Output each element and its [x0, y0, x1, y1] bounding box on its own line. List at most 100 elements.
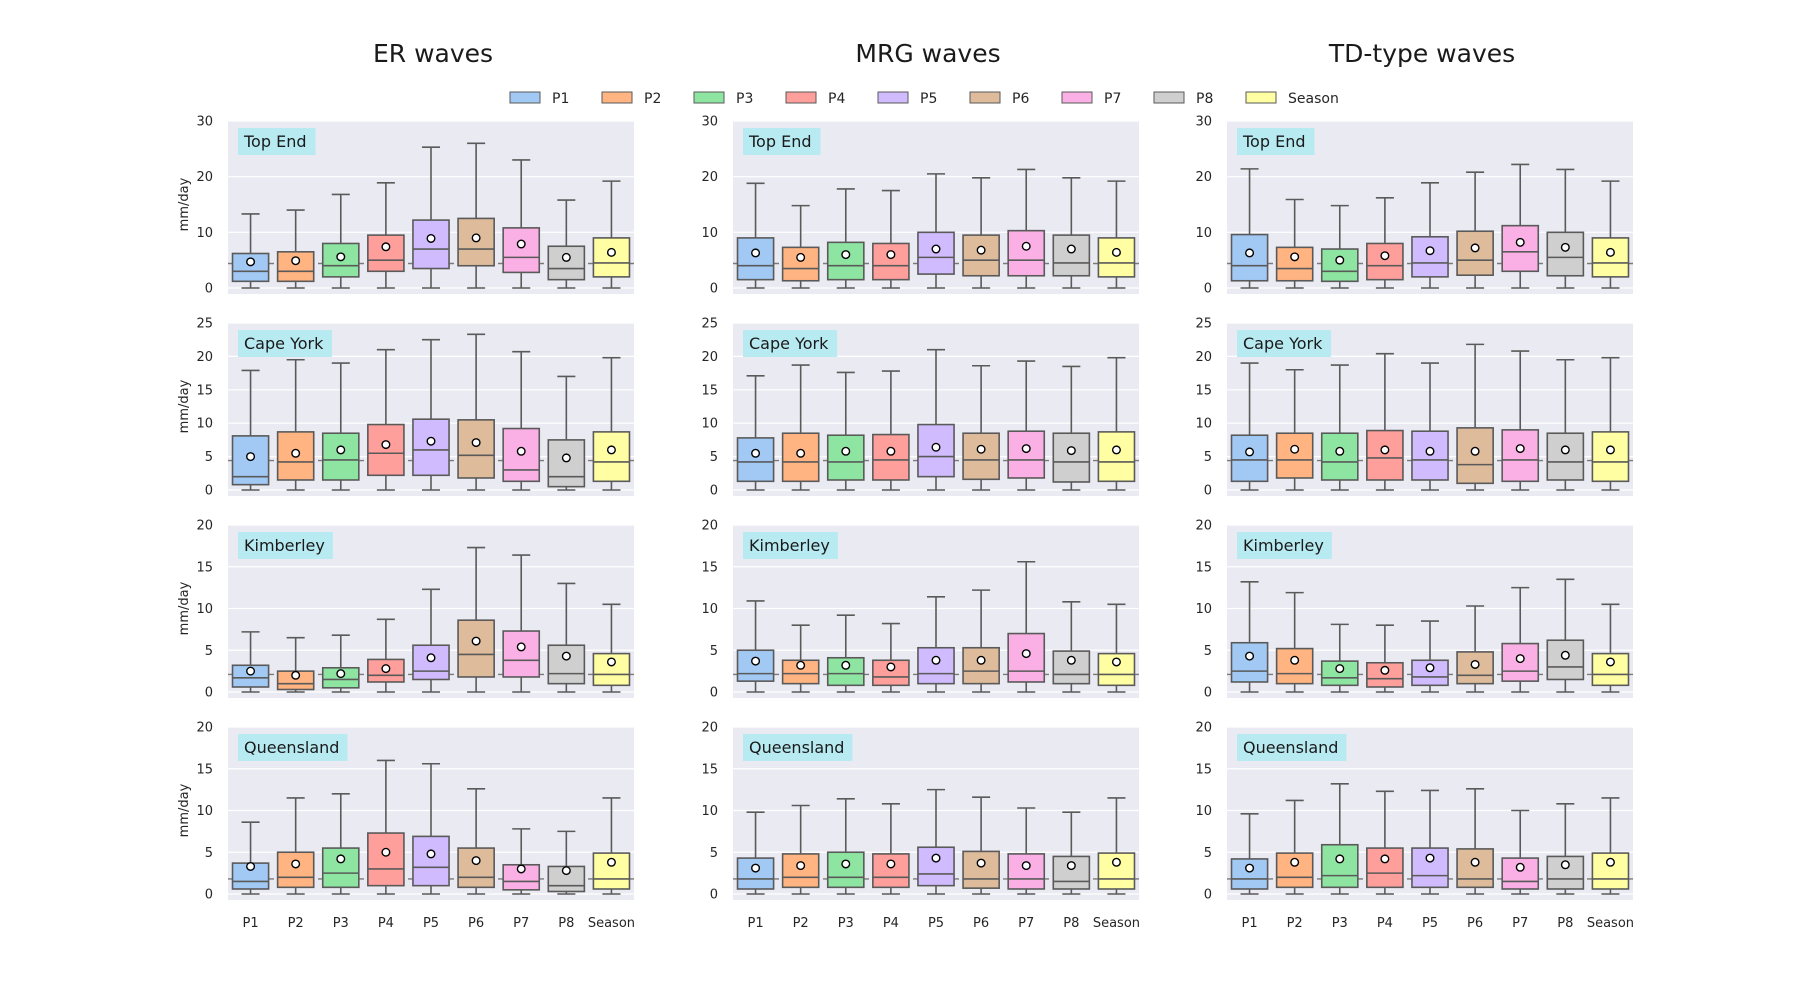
- box-iqr: [781, 246, 820, 282]
- box-p3: [826, 371, 865, 491]
- box-p8: [1546, 803, 1585, 895]
- y-tick-label: 10: [1195, 226, 1212, 241]
- y-tick-label: 30: [701, 115, 718, 130]
- box-p7: [1501, 163, 1540, 289]
- box-iqr: [1275, 432, 1314, 479]
- region-label-background: [743, 734, 853, 761]
- legend-swatch: [1061, 91, 1093, 104]
- box-p8: [1052, 811, 1091, 895]
- mean-marker: [1560, 860, 1570, 870]
- box-iqr: [412, 835, 450, 887]
- y-tick-label: 0: [205, 686, 213, 701]
- box-iqr: [736, 237, 775, 281]
- mean-marker: [1066, 244, 1076, 254]
- region-label-background: [238, 330, 333, 357]
- box-p3: [1320, 204, 1359, 289]
- y-tick-label: 30: [196, 115, 213, 130]
- box-season: [1097, 797, 1136, 895]
- mean-marker: [1560, 242, 1570, 252]
- box-iqr: [1320, 843, 1359, 889]
- box-season: [1591, 603, 1630, 693]
- y-tick-label: 25: [196, 317, 213, 332]
- y-tick-label: 15: [701, 762, 718, 777]
- box-p8: [547, 375, 586, 491]
- mean-marker: [1515, 237, 1525, 247]
- mean-marker: [1335, 446, 1345, 456]
- box-p3: [1320, 623, 1359, 693]
- mean-marker: [1111, 247, 1121, 257]
- box-iqr: [1097, 431, 1136, 483]
- legend-label: P5: [920, 91, 937, 107]
- box-p6: [1456, 343, 1494, 491]
- mean-marker: [561, 453, 571, 463]
- box-season: [1097, 356, 1136, 491]
- legend-label: P1: [552, 91, 569, 107]
- box-p2: [1275, 368, 1314, 491]
- box-p8: [1546, 578, 1585, 693]
- box-p6: [962, 796, 1000, 895]
- y-tick-label: 20: [196, 721, 213, 736]
- box-p5: [1411, 620, 1449, 693]
- box-season: [1591, 356, 1630, 491]
- mean-marker: [1066, 655, 1076, 665]
- box-p6: [962, 589, 1000, 693]
- mean-marker: [1245, 248, 1255, 258]
- x-tick-label: P2: [793, 916, 809, 931]
- legend-item-p5: P5: [877, 91, 937, 107]
- mean-marker: [246, 452, 256, 462]
- box-p7: [1007, 168, 1046, 289]
- x-tick-label: P5: [423, 916, 439, 931]
- box-iqr: [547, 644, 586, 685]
- box-p4: [1366, 352, 1404, 491]
- column-title-mrg: MRG waves: [855, 39, 1000, 68]
- legend-swatch: [693, 91, 725, 104]
- y-tick-label: 0: [710, 282, 718, 297]
- mean-marker: [606, 657, 616, 667]
- column-title-er: ER waves: [373, 39, 493, 68]
- y-tick-label: 20: [701, 519, 718, 534]
- panel-top-end-1: 0 10 20 30 mm/day Top End: [177, 115, 634, 297]
- x-tick-label: P3: [333, 916, 349, 931]
- legend-swatch: [509, 91, 541, 104]
- box-p5: [412, 146, 450, 289]
- y-tick-label: 5: [710, 846, 718, 861]
- box-iqr: [962, 850, 1000, 889]
- mean-marker: [1380, 251, 1390, 261]
- panel-queensland-2: 0 5 10 15 20 Queensland P1 P2 P3 P4 P5 P6 P7 P8 Season: [701, 721, 1140, 932]
- mean-marker: [381, 664, 391, 674]
- box-iqr: [1366, 429, 1404, 481]
- y-tick-label: 0: [1204, 686, 1212, 701]
- mean-marker: [886, 859, 896, 869]
- mean-marker: [796, 861, 806, 871]
- region-label-background: [238, 128, 316, 155]
- mean-marker: [1515, 862, 1525, 872]
- mean-marker: [976, 655, 986, 665]
- box-p6: [1456, 787, 1494, 895]
- x-tick-label: P6: [468, 916, 484, 931]
- box-iqr: [781, 853, 820, 889]
- box-p8: [547, 199, 586, 289]
- box-p1: [1230, 580, 1269, 693]
- box-iqr: [781, 659, 820, 685]
- x-tick-label: P3: [1332, 916, 1348, 931]
- y-tick-label: 0: [1204, 484, 1212, 499]
- region-label-text: Top End: [1242, 132, 1306, 151]
- mean-marker: [516, 642, 526, 652]
- box-iqr: [547, 245, 586, 281]
- y-tick-label: 5: [1204, 450, 1212, 465]
- box-iqr: [457, 847, 495, 889]
- x-tick-label: P4: [378, 916, 394, 931]
- box-iqr: [1097, 652, 1136, 687]
- y-tick-label: 20: [196, 519, 213, 534]
- mean-marker: [1245, 651, 1255, 661]
- legend-swatch: [969, 91, 1001, 104]
- region-label-text: Kimberley: [244, 536, 325, 555]
- mean-marker: [1515, 654, 1525, 664]
- legend-item-p6: P6: [969, 91, 1029, 107]
- region-label-background: [238, 734, 348, 761]
- mean-marker: [976, 858, 986, 868]
- legend-item-p2: P2: [601, 91, 661, 107]
- y-tick-label: 30: [1195, 115, 1212, 130]
- mean-marker: [561, 651, 571, 661]
